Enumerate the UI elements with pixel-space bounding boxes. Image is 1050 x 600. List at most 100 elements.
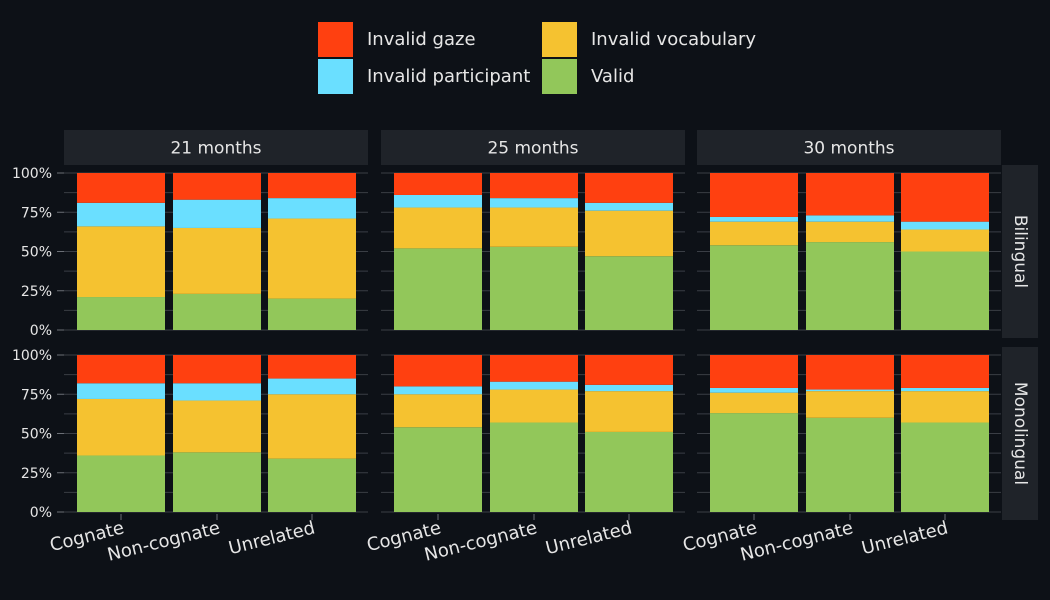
bar-bilingual-21-months-cognate-invalid-vocabulary [77, 226, 165, 298]
y-tick-label: 75% [21, 387, 52, 403]
bar-bilingual-30-months-unrelated-invalid-vocabulary [901, 229, 989, 252]
bar-monolingual-25-months-non-cognate-valid [490, 422, 578, 512]
bar-bilingual-25-months-cognate-invalid-vocabulary [394, 207, 482, 249]
bar-bilingual-25-months-cognate-invalid-gaze [394, 173, 482, 195]
bar-bilingual-21-months-non-cognate-invalid-vocabulary [173, 227, 261, 294]
bar-monolingual-25-months-non-cognate-invalid-gaze [490, 355, 578, 382]
y-tick-label: 100% [12, 348, 52, 364]
bar-monolingual-30-months-unrelated-invalid-gaze [901, 355, 989, 388]
bar-bilingual-25-months-cognate-invalid-participant [394, 194, 482, 208]
legend-swatch-invalid-vocabulary [542, 22, 577, 57]
bar-monolingual-21-months-cognate-valid [77, 455, 165, 512]
x-tick-label-unrelated: Unrelated [543, 517, 634, 559]
bar-monolingual-30-months-unrelated-invalid-participant [901, 387, 989, 392]
bar-monolingual-21-months-cognate-invalid-vocabulary [77, 398, 165, 456]
facet-strip-21-months [64, 130, 368, 165]
legend-label: Invalid vocabulary [591, 29, 757, 50]
bar-monolingual-25-months-cognate-invalid-gaze [394, 355, 482, 387]
bar-bilingual-30-months-unrelated-invalid-gaze [901, 173, 989, 222]
bar-bilingual-21-months-unrelated-invalid-participant [268, 198, 356, 219]
bar-bilingual-21-months-cognate-invalid-participant [77, 202, 165, 227]
bar-monolingual-21-months-non-cognate-invalid-gaze [173, 355, 261, 384]
bar-bilingual-30-months-non-cognate-invalid-vocabulary [806, 221, 894, 243]
bar-bilingual-30-months-non-cognate-valid [806, 242, 894, 330]
bar-monolingual-21-months-non-cognate-invalid-participant [173, 383, 261, 401]
bar-bilingual-30-months-cognate-invalid-gaze [710, 173, 798, 217]
bar-monolingual-30-months-non-cognate-invalid-gaze [806, 355, 894, 390]
bar-monolingual-25-months-unrelated-invalid-participant [585, 384, 673, 392]
bar-monolingual-30-months-cognate-invalid-gaze [710, 355, 798, 388]
bar-bilingual-21-months-unrelated-valid [268, 298, 356, 330]
bar-monolingual-25-months-cognate-valid [394, 427, 482, 512]
bar-monolingual-25-months-cognate-invalid-vocabulary [394, 394, 482, 428]
bar-monolingual-25-months-unrelated-invalid-gaze [585, 355, 673, 385]
facet-label-monolingual: Monolingual [1010, 382, 1030, 485]
facet-label-25-months: 25 months [487, 139, 578, 159]
bar-monolingual-21-months-unrelated-invalid-vocabulary [268, 394, 356, 459]
bar-monolingual-30-months-non-cognate-valid [806, 417, 894, 512]
bar-bilingual-30-months-unrelated-invalid-participant [901, 221, 989, 230]
bar-bilingual-25-months-cognate-valid [394, 248, 482, 330]
bar-bilingual-25-months-non-cognate-valid [490, 246, 578, 330]
legend-label: Invalid gaze [367, 29, 476, 50]
bar-bilingual-21-months-non-cognate-valid [173, 293, 261, 330]
bar-monolingual-25-months-cognate-invalid-participant [394, 386, 482, 395]
bar-bilingual-30-months-cognate-invalid-vocabulary [710, 221, 798, 246]
legend-swatch-valid [542, 59, 577, 94]
bar-monolingual-21-months-non-cognate-invalid-vocabulary [173, 400, 261, 453]
y-tick-label: 25% [21, 466, 52, 482]
bar-bilingual-21-months-non-cognate-invalid-gaze [173, 173, 261, 200]
facet-strip-25-months [381, 130, 685, 165]
y-tick-label: 0% [30, 505, 52, 521]
bar-monolingual-30-months-unrelated-valid [901, 422, 989, 512]
facet-label-bilingual: Bilingual [1010, 215, 1030, 288]
legend-label: Valid [591, 66, 635, 87]
bar-bilingual-30-months-cognate-invalid-participant [710, 216, 798, 222]
facet-label-21-months: 21 months [170, 139, 261, 159]
facet-strip-bilingual [1002, 165, 1038, 338]
bar-monolingual-25-months-unrelated-invalid-vocabulary [585, 391, 673, 432]
facet-strip-30-months [697, 130, 1001, 165]
facet-strip-monolingual [1002, 347, 1038, 520]
bar-bilingual-25-months-unrelated-invalid-vocabulary [585, 210, 673, 257]
legend-swatch-invalid-gaze [318, 22, 353, 57]
bar-bilingual-21-months-unrelated-invalid-gaze [268, 173, 356, 199]
bar-bilingual-21-months-cognate-invalid-gaze [77, 173, 165, 203]
facet-label-30-months: 30 months [803, 139, 894, 159]
bar-bilingual-25-months-unrelated-invalid-gaze [585, 173, 673, 203]
legend-label: Invalid participant [367, 66, 531, 87]
bar-monolingual-25-months-non-cognate-invalid-participant [490, 381, 578, 390]
bar-bilingual-25-months-unrelated-valid [585, 256, 673, 330]
bar-monolingual-25-months-non-cognate-invalid-vocabulary [490, 389, 578, 423]
y-tick-label: 50% [21, 427, 52, 443]
bar-bilingual-25-months-non-cognate-invalid-gaze [490, 173, 578, 199]
y-tick-label: 75% [21, 205, 52, 221]
y-tick-label: 0% [30, 323, 52, 339]
bar-monolingual-25-months-unrelated-valid [585, 431, 673, 512]
y-tick-label: 50% [21, 245, 52, 261]
y-tick-label: 25% [21, 284, 52, 300]
x-tick-label-unrelated: Unrelated [859, 517, 950, 559]
bar-bilingual-25-months-non-cognate-invalid-vocabulary [490, 207, 578, 247]
bar-monolingual-21-months-non-cognate-valid [173, 452, 261, 512]
legend: Invalid gaze Invalid vocabulary Invalid … [318, 22, 778, 97]
x-tick-label-unrelated: Unrelated [226, 517, 317, 559]
bar-bilingual-30-months-unrelated-valid [901, 251, 989, 330]
bar-monolingual-21-months-unrelated-invalid-gaze [268, 355, 356, 379]
bar-monolingual-21-months-unrelated-invalid-participant [268, 378, 356, 395]
bar-monolingual-30-months-non-cognate-invalid-participant [806, 389, 894, 392]
bar-bilingual-21-months-non-cognate-invalid-participant [173, 199, 261, 228]
bar-monolingual-30-months-cognate-invalid-vocabulary [710, 392, 798, 414]
bar-monolingual-30-months-cognate-valid [710, 413, 798, 512]
bar-monolingual-30-months-non-cognate-invalid-vocabulary [806, 391, 894, 418]
bar-monolingual-21-months-cognate-invalid-participant [77, 383, 165, 399]
legend-item-invalid-vocabulary: Invalid vocabulary [542, 22, 756, 57]
y-tick-label: 100% [12, 166, 52, 182]
bar-bilingual-25-months-non-cognate-invalid-participant [490, 198, 578, 208]
bar-bilingual-30-months-cognate-valid [710, 245, 798, 330]
bar-bilingual-21-months-unrelated-invalid-vocabulary [268, 218, 356, 299]
bar-bilingual-21-months-cognate-valid [77, 297, 165, 330]
bar-monolingual-30-months-unrelated-invalid-vocabulary [901, 391, 989, 423]
bar-monolingual-21-months-cognate-invalid-gaze [77, 355, 165, 384]
